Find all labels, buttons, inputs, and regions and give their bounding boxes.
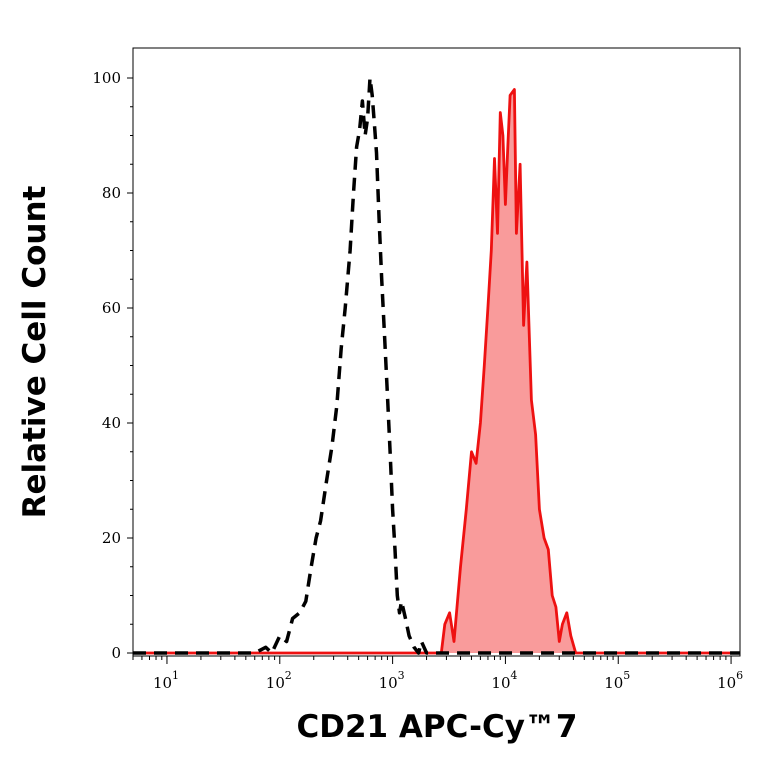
x-tick-label: 10 xyxy=(379,674,398,692)
series-layer xyxy=(133,76,740,655)
y-axis-ticks: 0 20 40 60 80 100 xyxy=(92,69,133,662)
y-tick-label: 0 xyxy=(111,644,121,662)
plot-frame xyxy=(132,47,741,657)
x-tick-label: 10 xyxy=(604,674,623,692)
x-tick-exponent: 6 xyxy=(736,669,743,682)
x-tick-exponent: 2 xyxy=(285,669,292,682)
y-tick-label: 40 xyxy=(102,414,121,432)
x-tick-label: 10 xyxy=(153,674,172,692)
x-tick-label: 10 xyxy=(491,674,510,692)
x-tick-exponent: 5 xyxy=(623,669,630,682)
x-tick-exponent: 3 xyxy=(398,669,405,682)
y-tick-label: 80 xyxy=(102,184,121,202)
x-tick-exponent: 4 xyxy=(510,669,517,682)
y-tick-label: 100 xyxy=(92,69,121,87)
y-axis-label: Relative Cell Count xyxy=(17,185,53,518)
plot-border xyxy=(132,47,741,657)
control-series-line xyxy=(133,76,740,655)
x-tick-exponent: 1 xyxy=(172,669,179,682)
x-tick-label: 10 xyxy=(266,674,285,692)
series-fill-area xyxy=(133,89,740,653)
x-tick-label: 10 xyxy=(717,674,736,692)
y-tick-label: 20 xyxy=(102,529,121,547)
x-axis-ticks: 10 1 10 2 10 3 10 4 10 5 10 6 xyxy=(132,656,743,692)
y-tick-label: 60 xyxy=(102,299,121,317)
stained-series-line xyxy=(133,88,740,655)
x-axis-label: CD21 APC-Cy™7 xyxy=(297,709,578,745)
